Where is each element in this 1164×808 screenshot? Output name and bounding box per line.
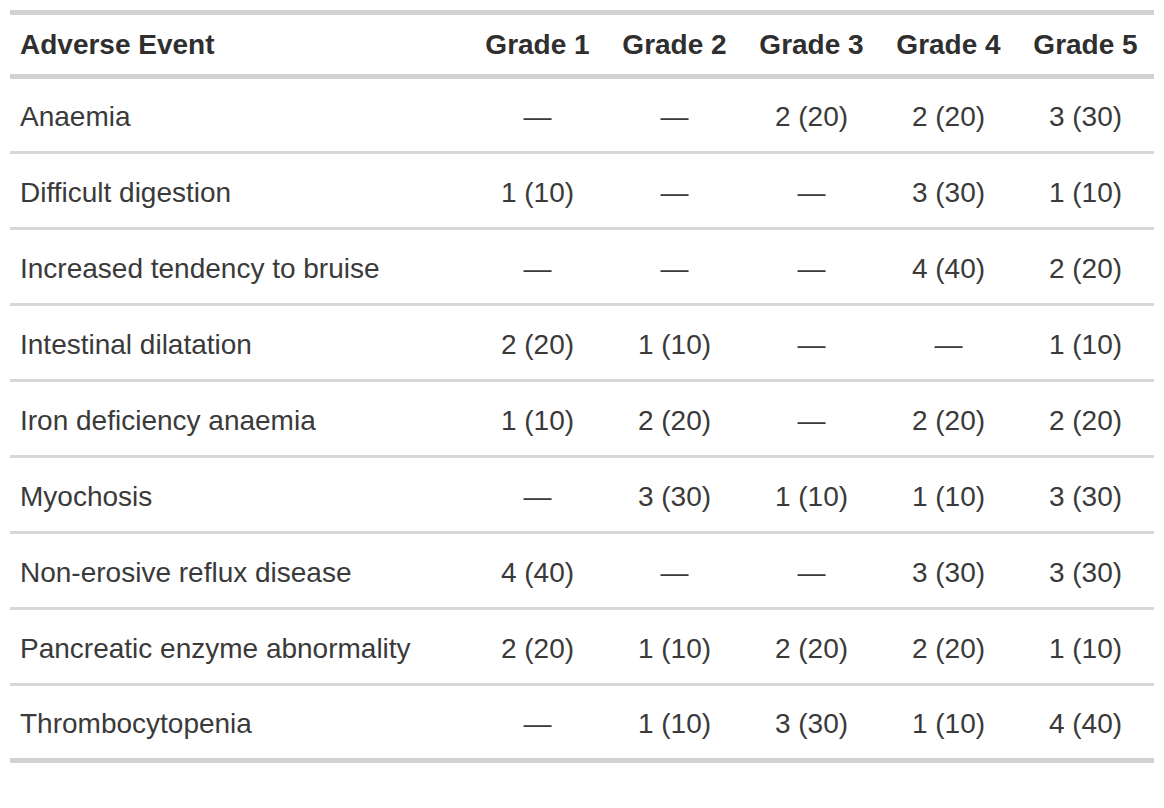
grade-3-value-cell: — xyxy=(743,381,880,457)
grade-1-value-cell: 1 (10) xyxy=(469,381,606,457)
grade-4-value-cell: 3 (30) xyxy=(880,533,1017,609)
table-row: Thrombocytopenia—1 (10)3 (30)1 (10)4 (40… xyxy=(10,685,1154,761)
table-row: Myochosis—3 (30)1 (10)1 (10)3 (30) xyxy=(10,457,1154,533)
table-row: Difficult digestion1 (10)——3 (30)1 (10) xyxy=(10,153,1154,229)
grade-3-value-cell: 3 (30) xyxy=(743,685,880,761)
grade-3-value-cell: — xyxy=(743,229,880,305)
grade-3-value-cell: — xyxy=(743,533,880,609)
column-header-grade-3: Grade 3 xyxy=(743,13,880,77)
grade-5-value-cell: 2 (20) xyxy=(1017,229,1154,305)
grade-2-value-cell: 1 (10) xyxy=(606,685,743,761)
grade-5-value-cell: 4 (40) xyxy=(1017,685,1154,761)
table-body: Anaemia——2 (20)2 (20)3 (30)Difficult dig… xyxy=(10,77,1154,761)
grade-3-value-cell: 2 (20) xyxy=(743,609,880,685)
grade-5-value-cell: 3 (30) xyxy=(1017,533,1154,609)
grade-5-value-cell: 3 (30) xyxy=(1017,77,1154,153)
grade-5-value-cell: 3 (30) xyxy=(1017,457,1154,533)
column-header-grade-1: Grade 1 xyxy=(469,13,606,77)
table-row: Iron deficiency anaemia1 (10)2 (20)—2 (2… xyxy=(10,381,1154,457)
grade-4-value-cell: 1 (10) xyxy=(880,685,1017,761)
grade-4-value-cell: 4 (40) xyxy=(880,229,1017,305)
event-name-cell: Non-erosive reflux disease xyxy=(10,533,469,609)
column-header-grade-4: Grade 4 xyxy=(880,13,1017,77)
grade-4-value-cell: 2 (20) xyxy=(880,609,1017,685)
table-row: Non-erosive reflux disease4 (40)——3 (30)… xyxy=(10,533,1154,609)
grade-3-value-cell: — xyxy=(743,153,880,229)
event-name-cell: Pancreatic enzyme abnormality xyxy=(10,609,469,685)
grade-4-value-cell: 2 (20) xyxy=(880,381,1017,457)
grade-1-value-cell: 1 (10) xyxy=(469,153,606,229)
grade-1-value-cell: — xyxy=(469,685,606,761)
grade-1-value-cell: 2 (20) xyxy=(469,609,606,685)
table-row: Anaemia——2 (20)2 (20)3 (30) xyxy=(10,77,1154,153)
grade-5-value-cell: 1 (10) xyxy=(1017,153,1154,229)
grade-3-value-cell: 1 (10) xyxy=(743,457,880,533)
event-name-cell: Myochosis xyxy=(10,457,469,533)
grade-3-value-cell: — xyxy=(743,305,880,381)
grade-2-value-cell: 1 (10) xyxy=(606,305,743,381)
adverse-events-table: Adverse Event Grade 1 Grade 2 Grade 3 Gr… xyxy=(10,10,1154,763)
grade-2-value-cell: 3 (30) xyxy=(606,457,743,533)
event-name-cell: Thrombocytopenia xyxy=(10,685,469,761)
grade-4-value-cell: 3 (30) xyxy=(880,153,1017,229)
grade-5-value-cell: 1 (10) xyxy=(1017,609,1154,685)
grade-4-value-cell: 1 (10) xyxy=(880,457,1017,533)
grade-2-value-cell: — xyxy=(606,77,743,153)
event-name-cell: Anaemia xyxy=(10,77,469,153)
grade-2-value-cell: 1 (10) xyxy=(606,609,743,685)
grade-5-value-cell: 2 (20) xyxy=(1017,381,1154,457)
grade-1-value-cell: — xyxy=(469,229,606,305)
column-header-grade-2: Grade 2 xyxy=(606,13,743,77)
column-header-grade-5: Grade 5 xyxy=(1017,13,1154,77)
grade-1-value-cell: — xyxy=(469,77,606,153)
grade-2-value-cell: 2 (20) xyxy=(606,381,743,457)
grade-1-value-cell: 4 (40) xyxy=(469,533,606,609)
table-row: Intestinal dilatation2 (20)1 (10)——1 (10… xyxy=(10,305,1154,381)
grade-2-value-cell: — xyxy=(606,153,743,229)
table-header-row: Adverse Event Grade 1 Grade 2 Grade 3 Gr… xyxy=(10,13,1154,77)
grade-5-value-cell: 1 (10) xyxy=(1017,305,1154,381)
column-header-adverse-event: Adverse Event xyxy=(10,13,469,77)
grade-4-value-cell: 2 (20) xyxy=(880,77,1017,153)
table-row: Pancreatic enzyme abnormality2 (20)1 (10… xyxy=(10,609,1154,685)
event-name-cell: Difficult digestion xyxy=(10,153,469,229)
grade-2-value-cell: — xyxy=(606,229,743,305)
grade-4-value-cell: — xyxy=(880,305,1017,381)
grade-1-value-cell: 2 (20) xyxy=(469,305,606,381)
event-name-cell: Iron deficiency anaemia xyxy=(10,381,469,457)
grade-3-value-cell: 2 (20) xyxy=(743,77,880,153)
event-name-cell: Increased tendency to bruise xyxy=(10,229,469,305)
event-name-cell: Intestinal dilatation xyxy=(10,305,469,381)
table-row: Increased tendency to bruise———4 (40)2 (… xyxy=(10,229,1154,305)
grade-1-value-cell: — xyxy=(469,457,606,533)
grade-2-value-cell: — xyxy=(606,533,743,609)
